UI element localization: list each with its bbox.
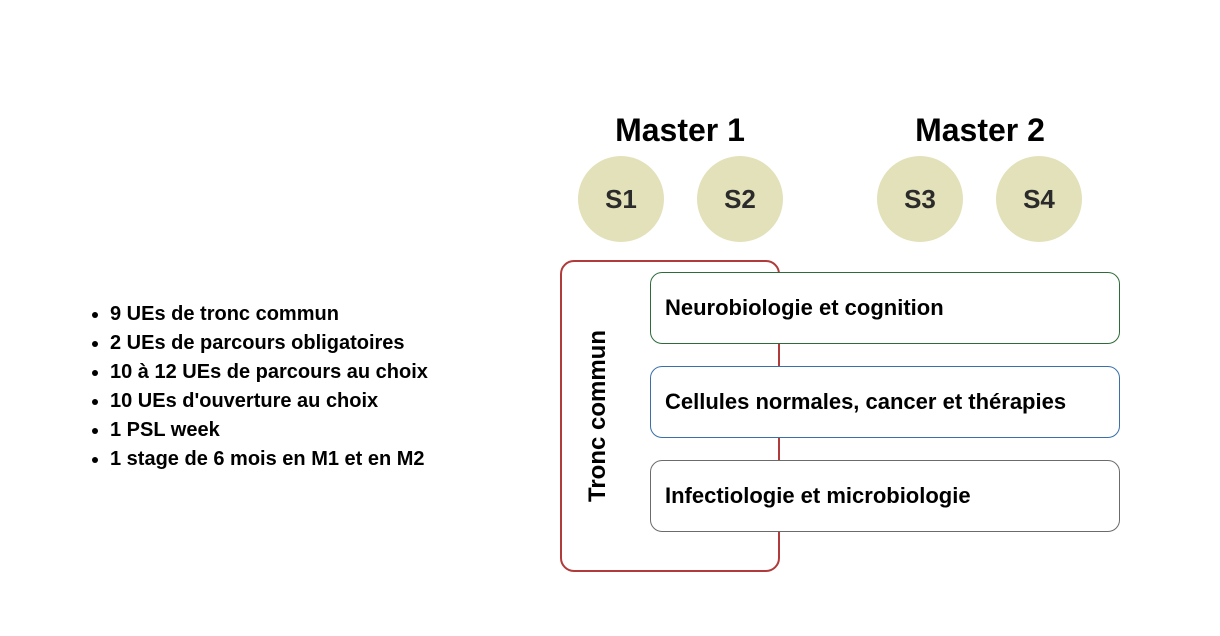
heading-master-2: Master 2 <box>870 112 1090 149</box>
track-label: Infectiologie et microbiologie <box>665 483 971 509</box>
bullet-item: 1 stage de 6 mois en M1 et en M2 <box>110 445 510 474</box>
bullet-item: 10 UEs d'ouverture au choix <box>110 387 510 416</box>
semester-label: S2 <box>724 184 756 215</box>
bullet-item: 9 UEs de tronc commun <box>110 300 510 329</box>
bullet-list: 9 UEs de tronc commun2 UEs de parcours o… <box>90 300 510 474</box>
semester-label: S3 <box>904 184 936 215</box>
semester-circle-s1: S1 <box>578 156 664 242</box>
semester-label: S1 <box>605 184 637 215</box>
bullet-item: 2 UEs de parcours obligatoires <box>110 329 510 358</box>
bullet-item: 10 à 12 UEs de parcours au choix <box>110 358 510 387</box>
semester-circle-s4: S4 <box>996 156 1082 242</box>
bullet-item: 1 PSL week <box>110 416 510 445</box>
track-label: Cellules normales, cancer et thérapies <box>665 389 1066 415</box>
semester-label: S4 <box>1023 184 1055 215</box>
track-box: Cellules normales, cancer et thérapies <box>650 366 1120 438</box>
semester-circle-s3: S3 <box>877 156 963 242</box>
track-box: Infectiologie et microbiologie <box>650 460 1120 532</box>
semester-circle-s2: S2 <box>697 156 783 242</box>
diagram-canvas: Master 1 Master 2 S1 S2 S3 S4 9 UEs de tron… <box>0 0 1220 636</box>
track-label: Neurobiologie et cognition <box>665 295 944 321</box>
heading-master-1: Master 1 <box>570 112 790 149</box>
track-box: Neurobiologie et cognition <box>650 272 1120 344</box>
tronc-commun-label: Tronc commun <box>584 316 612 516</box>
